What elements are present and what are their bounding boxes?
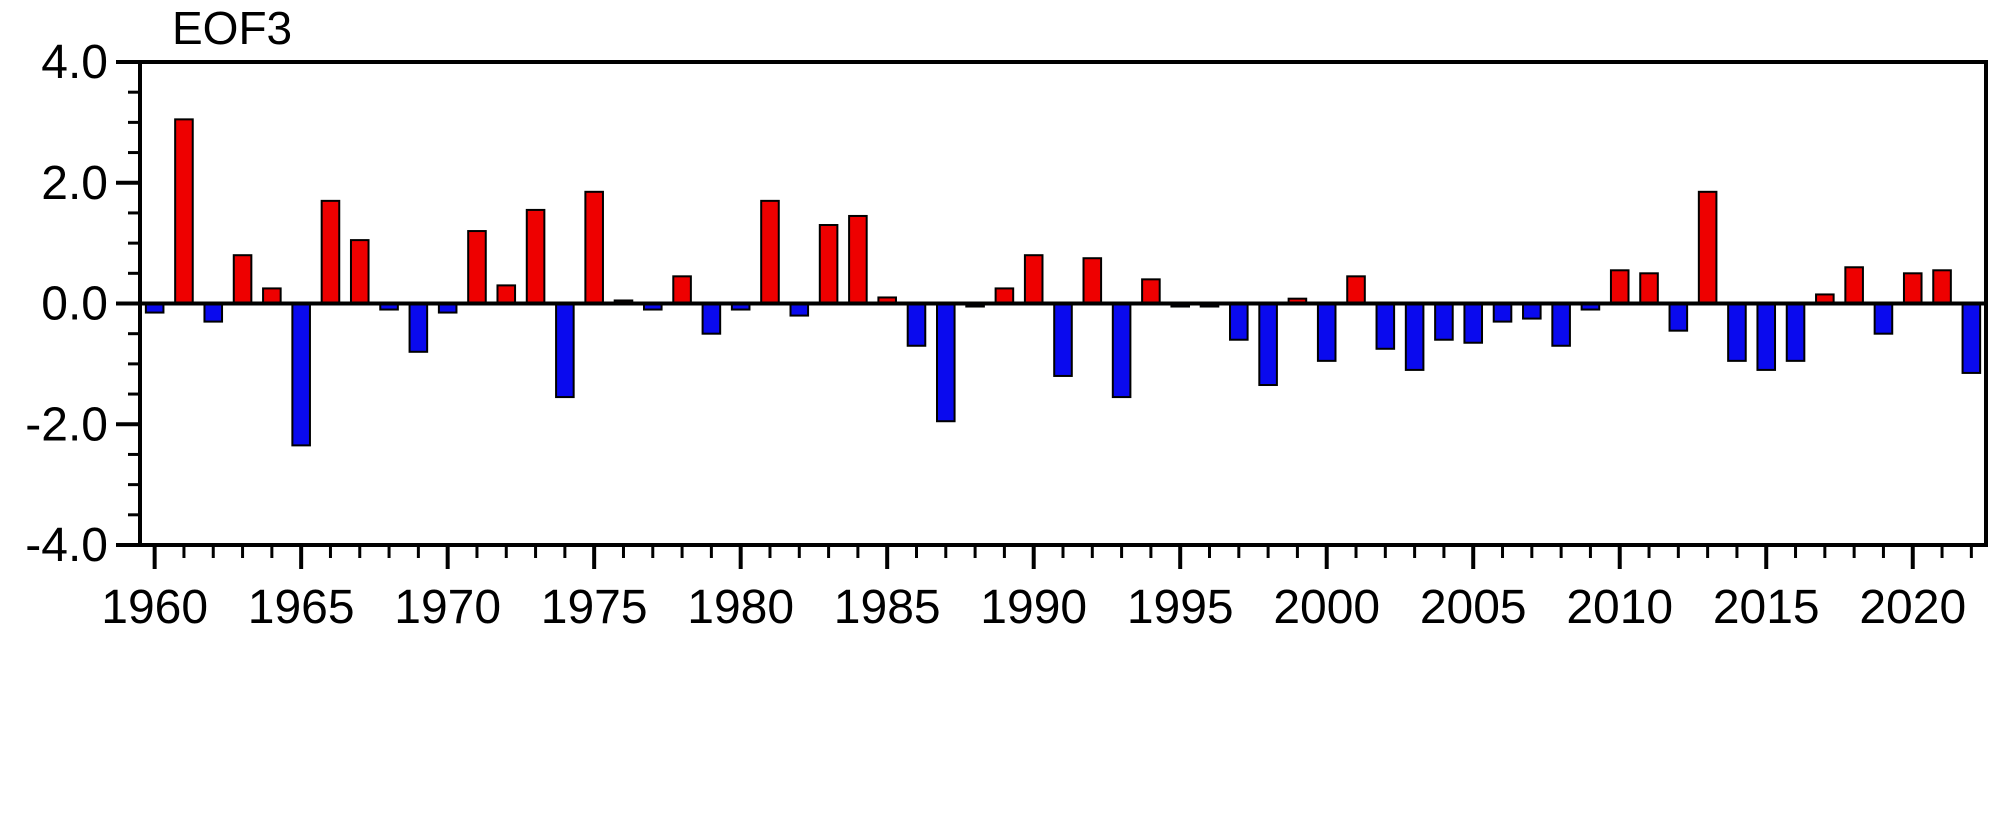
bar-year-2014	[1727, 302, 1747, 362]
bar-year-1965	[291, 302, 311, 447]
x-tick-label-1990: 1990	[980, 581, 1087, 634]
bar-year-2002	[1375, 302, 1396, 350]
bar-year-1975	[584, 190, 604, 305]
x-tick-label-2010: 2010	[1566, 581, 1673, 634]
bar-year-2006	[1492, 302, 1513, 323]
bar-year-1974	[555, 302, 575, 399]
y-tick-label--2.0: -2.0	[25, 398, 108, 451]
bar-year-1991	[1053, 302, 1073, 377]
bar-year-1993	[1111, 302, 1132, 399]
bar-year-1967	[349, 239, 370, 305]
x-tick-label-1965: 1965	[248, 581, 355, 634]
bar-year-2016	[1785, 302, 1806, 362]
bar-year-2011	[1639, 272, 1659, 305]
x-tick-label-2000: 2000	[1273, 581, 1380, 634]
bar-year-1969	[408, 302, 429, 353]
bar-year-1963	[232, 254, 253, 305]
y-tick-label-4.0: 4.0	[41, 36, 108, 89]
chart-title: EOF3	[172, 2, 292, 54]
y-tick-label-2.0: 2.0	[41, 157, 108, 210]
bar-year-1962	[203, 302, 224, 323]
x-tick-label-1980: 1980	[687, 581, 794, 634]
x-tick-label-2015: 2015	[1713, 581, 1820, 634]
bar-year-2012	[1668, 302, 1689, 332]
bar-year-1973	[525, 208, 546, 305]
bar-year-1994	[1141, 278, 1161, 305]
bar-year-2022	[1961, 302, 1982, 374]
bar-year-1989	[994, 287, 1015, 305]
bar-year-1998	[1258, 302, 1278, 387]
bar-year-2007	[1522, 302, 1542, 320]
bar-year-2021	[1932, 269, 1952, 305]
bar-year-2013	[1697, 190, 1718, 305]
x-tick-label-1995: 1995	[1127, 581, 1234, 634]
bar-year-2005	[1463, 302, 1484, 344]
x-tick-label-2005: 2005	[1420, 581, 1527, 634]
bar-year-1961	[174, 118, 194, 305]
x-tick-label-1975: 1975	[541, 581, 648, 634]
bar-year-2000	[1316, 302, 1337, 362]
bar-year-1971	[467, 230, 487, 305]
bar-year-1987	[936, 302, 956, 423]
bar-year-2020	[1902, 272, 1923, 305]
x-tick-label-1960: 1960	[101, 581, 208, 634]
x-tick-label-1970: 1970	[394, 581, 501, 634]
x-tick-label-2020: 2020	[1859, 581, 1966, 634]
bar-year-2003	[1404, 302, 1425, 371]
bar-year-2018	[1844, 266, 1864, 305]
y-tick-label--4.0: -4.0	[25, 519, 108, 572]
bar-year-1984	[848, 214, 868, 305]
bar-year-2010	[1609, 269, 1630, 305]
bar-year-1983	[818, 224, 839, 305]
x-tick-label-1985: 1985	[834, 581, 941, 634]
bar-year-2015	[1756, 302, 1777, 371]
bar-year-1978	[672, 275, 692, 305]
y-tick-label-0.0: 0.0	[41, 278, 108, 331]
bar-year-1992	[1082, 257, 1103, 305]
bar-year-1979	[701, 302, 722, 335]
bar-year-1997	[1229, 302, 1249, 341]
bar-year-2004	[1434, 302, 1454, 341]
bar-year-2019	[1873, 302, 1894, 335]
bar-year-2001	[1346, 275, 1366, 305]
bar-year-1981	[760, 199, 780, 305]
bar-year-1986	[906, 302, 927, 347]
bar-year-1966	[320, 199, 341, 305]
bar-year-2008	[1551, 302, 1571, 347]
bar-year-1990	[1023, 254, 1044, 305]
bar-year-1972	[496, 284, 517, 305]
bar-year-1964	[262, 287, 282, 305]
